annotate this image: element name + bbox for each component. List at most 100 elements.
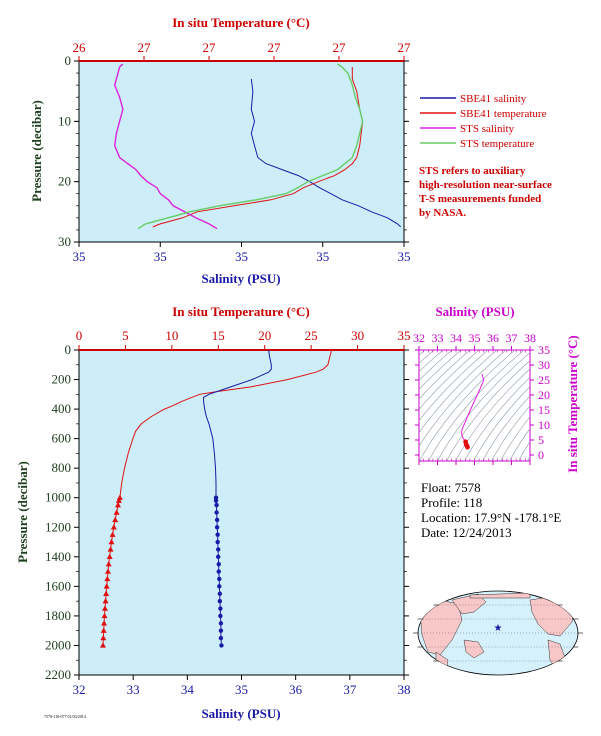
profile-y-tick-label: 200 <box>52 372 72 387</box>
note-line: high-resolution near-surface <box>419 179 552 191</box>
surface-top-tick-labels: 26 27 27 27 27 27 <box>73 40 412 55</box>
ts-density-contours <box>419 350 530 461</box>
surface-bottom-tick-label: 35 <box>398 249 411 264</box>
temperature-point <box>113 509 120 515</box>
surface-y-axis-label: Pressure (decibar) <box>29 100 44 202</box>
legend-label: STS temperature <box>460 138 534 150</box>
salinity-point <box>218 628 224 633</box>
profile-top-tick-label: 15 <box>212 328 225 343</box>
ts-density-contour <box>455 368 530 461</box>
salinity-point <box>215 539 220 545</box>
temperature-deep-line <box>102 497 121 646</box>
ts-right-tick-label: 5 <box>538 433 544 447</box>
profile-y-tick-label: 600 <box>52 431 72 446</box>
float-location-marker: ★ <box>494 623 503 634</box>
profile-y-tick-label: 1400 <box>45 549 71 564</box>
surface-bottom-tick-label: 35 <box>154 249 167 264</box>
salinity-deep-line <box>215 497 222 646</box>
temperature-point <box>115 501 121 508</box>
profile-top-tick-labels: 0 5 10 15 20 25 30 35 <box>76 328 411 343</box>
temperature-point <box>100 627 107 633</box>
profile-top-tick-label: 10 <box>165 328 178 343</box>
temperature-point <box>104 568 111 574</box>
profile-bottom-tick-label: 34 <box>181 682 195 697</box>
surface-bottom-axis-label: Salinity (PSU) <box>201 271 280 286</box>
profile-y-tick-label: 2000 <box>45 637 71 652</box>
ts-ticks <box>415 346 534 465</box>
note-line: STS refers to auxiliary <box>419 165 526 177</box>
salinity-point <box>218 606 223 611</box>
ts-density-contour <box>419 350 480 411</box>
surface-series <box>113 63 402 230</box>
ts-density-contour <box>500 416 530 461</box>
sts-temperature-line <box>137 63 364 230</box>
salinity-point <box>218 613 223 619</box>
profile-bottom-axis-label: Salinity (PSU) <box>201 706 280 721</box>
profile-y-tick-label: 1600 <box>45 578 71 593</box>
salinity-point <box>217 591 223 596</box>
temperature-point <box>105 561 112 567</box>
profile-top-tick-label: 0 <box>76 328 83 343</box>
ts-right-tick-label: 0 <box>538 448 544 462</box>
ts-density-contour <box>446 360 530 461</box>
surface-y-tick-label: 30 <box>58 234 71 249</box>
profile-top-axis-label: In situ Temperature (°C) <box>172 304 310 319</box>
profile-bottom-tick-label: 33 <box>127 682 140 697</box>
ts-density-contour <box>419 350 453 381</box>
salinity-point <box>214 502 219 508</box>
ts-density-contour <box>419 350 507 447</box>
profile-bottom-tick-label: 32 <box>73 682 86 697</box>
ts-density-contour <box>509 428 530 461</box>
surface-y-tick-label: 0 <box>65 53 72 68</box>
temperature-point <box>102 597 109 604</box>
ts-top-tick-label: 33 <box>432 331 444 345</box>
profile-chart: In situ Temperature (°C) 0 5 10 15 20 25 30 35 … <box>15 304 411 721</box>
temperature-point <box>112 516 119 523</box>
surface-y-tick-labels: 0 10 20 30 <box>58 53 71 249</box>
note-line: T-S measurements funded <box>419 193 541 205</box>
surface-top-tick-label: 27 <box>138 40 152 55</box>
profile-series <box>99 349 333 648</box>
profile-y-tick-label: 1000 <box>45 490 71 505</box>
ts-diagram: Salinity (PSU) 32 33 34 35 36 37 38 0510152025… <box>413 304 580 473</box>
ts-density-contour <box>419 350 498 434</box>
profile-ticks <box>74 345 409 680</box>
ts-density-contour <box>419 350 489 422</box>
ts-density-contour <box>473 385 530 461</box>
ts-density-contour <box>437 352 530 461</box>
sts-salinity-line <box>113 63 218 230</box>
ts-density-contour <box>419 350 435 364</box>
ts-top-tick-label: 36 <box>487 331 499 345</box>
ts-density-contour <box>482 395 530 461</box>
ts-top-tick-label: 32 <box>413 331 425 345</box>
ts-density-contour <box>518 441 530 461</box>
salinity-point <box>214 517 220 523</box>
ts-top-tick-label: 34 <box>450 331 462 345</box>
salinity-point <box>217 598 223 604</box>
surface-top-tick-label: 27 <box>203 40 217 55</box>
ts-density-contour <box>419 350 444 373</box>
ts-right-tick-label: 30 <box>538 358 550 372</box>
profile-y-tick-label: 0 <box>65 342 72 357</box>
temperature-point <box>101 612 108 619</box>
temperature-point <box>109 531 116 537</box>
profile-y-tick-label: 800 <box>52 460 72 475</box>
legend: SBE41 salinity SBE41 temperature STS salin… <box>420 93 547 150</box>
surface-chart: In situ Temperature (°C) 26 27 27 27 27 27 35… <box>29 15 411 286</box>
profile-bottom-tick-labels: 32 33 34 35 36 37 38 <box>73 682 411 697</box>
temperature-point <box>104 575 111 582</box>
surface-y-tick-label: 10 <box>58 113 71 128</box>
ts-right-tick-label: 10 <box>538 418 550 432</box>
ts-right-tick-label: 35 <box>538 343 550 357</box>
surface-top-tick-label: 27 <box>268 40 282 55</box>
ts-deep-point <box>465 444 470 450</box>
ts-density-contour <box>419 350 516 461</box>
profile-top-tick-label: 35 <box>398 328 411 343</box>
ts-top-axis-label: Salinity (PSU) <box>435 304 514 319</box>
salinity-point <box>213 498 219 503</box>
surface-top-axis-label: In situ Temperature (°C) <box>172 15 310 30</box>
legend-label: SBE41 salinity <box>460 93 527 105</box>
salinity-point <box>214 525 220 530</box>
salinity-point <box>214 510 219 515</box>
